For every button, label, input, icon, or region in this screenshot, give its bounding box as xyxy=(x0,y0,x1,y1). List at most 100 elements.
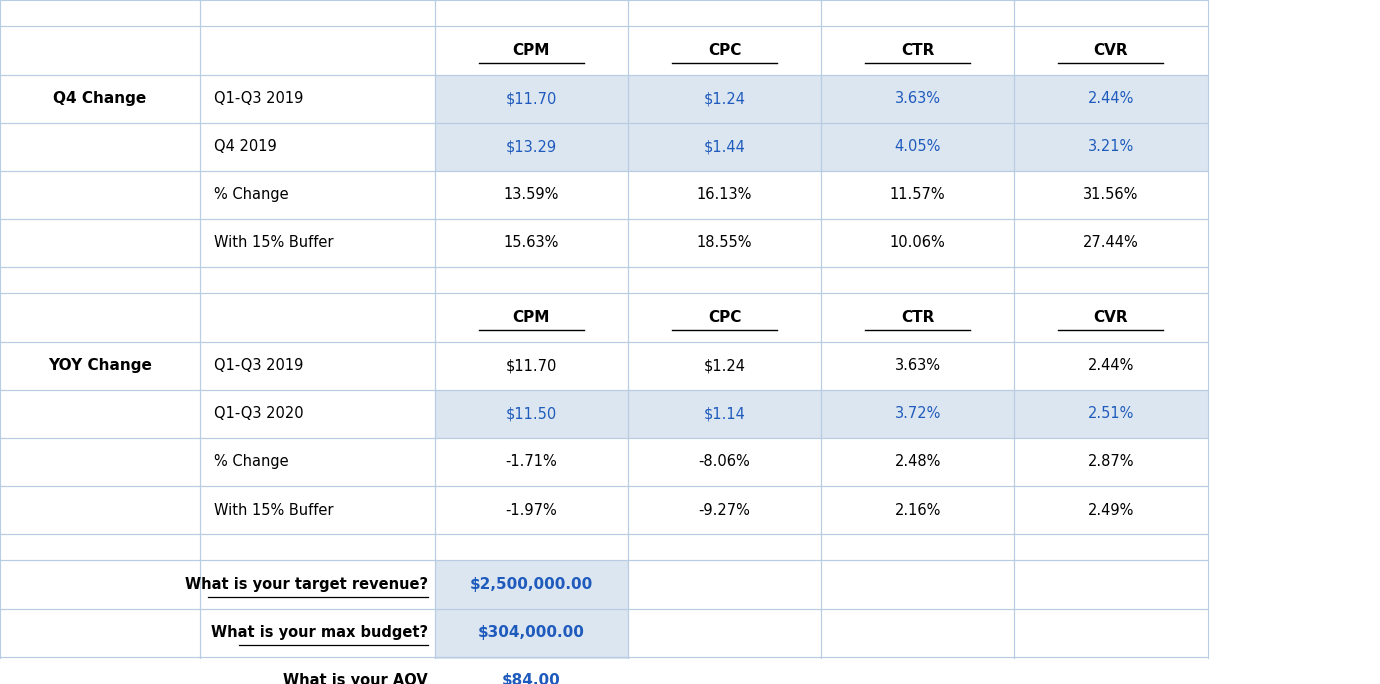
Bar xyxy=(435,657,628,684)
Bar xyxy=(628,341,821,390)
Bar xyxy=(628,657,821,684)
Bar xyxy=(628,171,821,219)
Bar xyxy=(1014,341,1208,390)
Bar xyxy=(200,122,435,171)
Bar xyxy=(1014,75,1208,122)
Bar xyxy=(821,486,1014,534)
Bar xyxy=(821,122,1014,171)
Text: CPM: CPM xyxy=(512,43,551,58)
Bar xyxy=(200,341,435,390)
Text: 15.63%: 15.63% xyxy=(504,235,559,250)
Text: CPC: CPC xyxy=(708,43,741,58)
Text: 27.44%: 27.44% xyxy=(1083,235,1138,250)
Text: YOY Change: YOY Change xyxy=(48,358,152,373)
Text: Q4 Change: Q4 Change xyxy=(54,91,146,106)
Bar xyxy=(0,657,200,684)
Bar xyxy=(435,219,628,267)
Bar xyxy=(628,609,821,657)
Bar xyxy=(628,390,821,438)
Text: 3.63%: 3.63% xyxy=(894,91,941,106)
Text: 3.63%: 3.63% xyxy=(894,358,941,373)
Bar xyxy=(821,293,1014,341)
Bar xyxy=(200,267,435,293)
Text: $13.29: $13.29 xyxy=(505,140,558,154)
Bar xyxy=(628,219,821,267)
Bar xyxy=(1014,27,1208,75)
Bar xyxy=(821,171,1014,219)
Bar xyxy=(0,438,200,486)
Bar xyxy=(821,122,1014,171)
Bar xyxy=(1014,219,1208,267)
Bar xyxy=(435,0,628,27)
Bar xyxy=(200,27,435,75)
Bar xyxy=(1014,75,1208,122)
Text: Q1-Q3 2019: Q1-Q3 2019 xyxy=(214,358,304,373)
Bar xyxy=(628,75,821,122)
Bar xyxy=(628,122,821,171)
Bar xyxy=(1014,267,1208,293)
Bar xyxy=(435,75,628,122)
Text: What is your target revenue?: What is your target revenue? xyxy=(185,577,428,592)
Text: $1.24: $1.24 xyxy=(704,91,745,106)
Bar xyxy=(435,609,628,657)
Bar xyxy=(628,75,821,122)
Bar xyxy=(435,122,628,171)
Bar xyxy=(435,486,628,534)
Bar xyxy=(628,560,821,609)
Bar xyxy=(628,0,821,27)
Text: 3.72%: 3.72% xyxy=(894,406,941,421)
Text: $1.44: $1.44 xyxy=(704,140,745,154)
Text: 31.56%: 31.56% xyxy=(1083,187,1138,202)
Bar xyxy=(200,219,435,267)
Text: $11.70: $11.70 xyxy=(505,91,558,106)
Bar xyxy=(0,122,200,171)
Text: $11.70: $11.70 xyxy=(505,358,558,373)
Bar xyxy=(821,267,1014,293)
Bar xyxy=(435,560,628,609)
Bar xyxy=(0,171,200,219)
Bar xyxy=(0,27,200,75)
Bar xyxy=(821,27,1014,75)
Bar xyxy=(821,390,1014,438)
Bar xyxy=(1014,0,1208,27)
Text: 2.44%: 2.44% xyxy=(1087,91,1134,106)
Text: -1.97%: -1.97% xyxy=(505,503,558,518)
Text: $1.14: $1.14 xyxy=(704,406,745,421)
Text: Q4 2019: Q4 2019 xyxy=(214,140,276,154)
Text: Q1-Q3 2019: Q1-Q3 2019 xyxy=(214,91,304,106)
Text: $84.00: $84.00 xyxy=(502,673,560,684)
Bar xyxy=(821,75,1014,122)
Bar xyxy=(821,560,1014,609)
Bar xyxy=(1014,609,1208,657)
Bar xyxy=(1014,534,1208,560)
Bar xyxy=(1014,171,1208,219)
Bar xyxy=(435,560,628,609)
Bar xyxy=(435,390,628,438)
Bar xyxy=(821,75,1014,122)
Text: 10.06%: 10.06% xyxy=(890,235,945,250)
Bar xyxy=(0,75,200,122)
Bar xyxy=(821,657,1014,684)
Text: With 15% Buffer: With 15% Buffer xyxy=(214,235,334,250)
Bar xyxy=(0,390,200,438)
Bar xyxy=(1014,390,1208,438)
Text: 2.48%: 2.48% xyxy=(894,454,941,469)
Bar xyxy=(435,609,628,657)
Bar xyxy=(200,438,435,486)
Bar xyxy=(821,341,1014,390)
Bar xyxy=(435,390,628,438)
Bar xyxy=(1014,122,1208,171)
Text: 11.57%: 11.57% xyxy=(890,187,945,202)
Text: -8.06%: -8.06% xyxy=(698,454,751,469)
Bar xyxy=(200,609,435,657)
Text: -9.27%: -9.27% xyxy=(698,503,751,518)
Bar xyxy=(435,657,628,684)
Text: 16.13%: 16.13% xyxy=(697,187,752,202)
Bar xyxy=(821,534,1014,560)
Text: What is your max budget?: What is your max budget? xyxy=(211,625,428,640)
Bar xyxy=(628,267,821,293)
Bar xyxy=(1014,122,1208,171)
Text: -1.71%: -1.71% xyxy=(505,454,558,469)
Bar xyxy=(0,486,200,534)
Text: CTR: CTR xyxy=(901,43,934,58)
